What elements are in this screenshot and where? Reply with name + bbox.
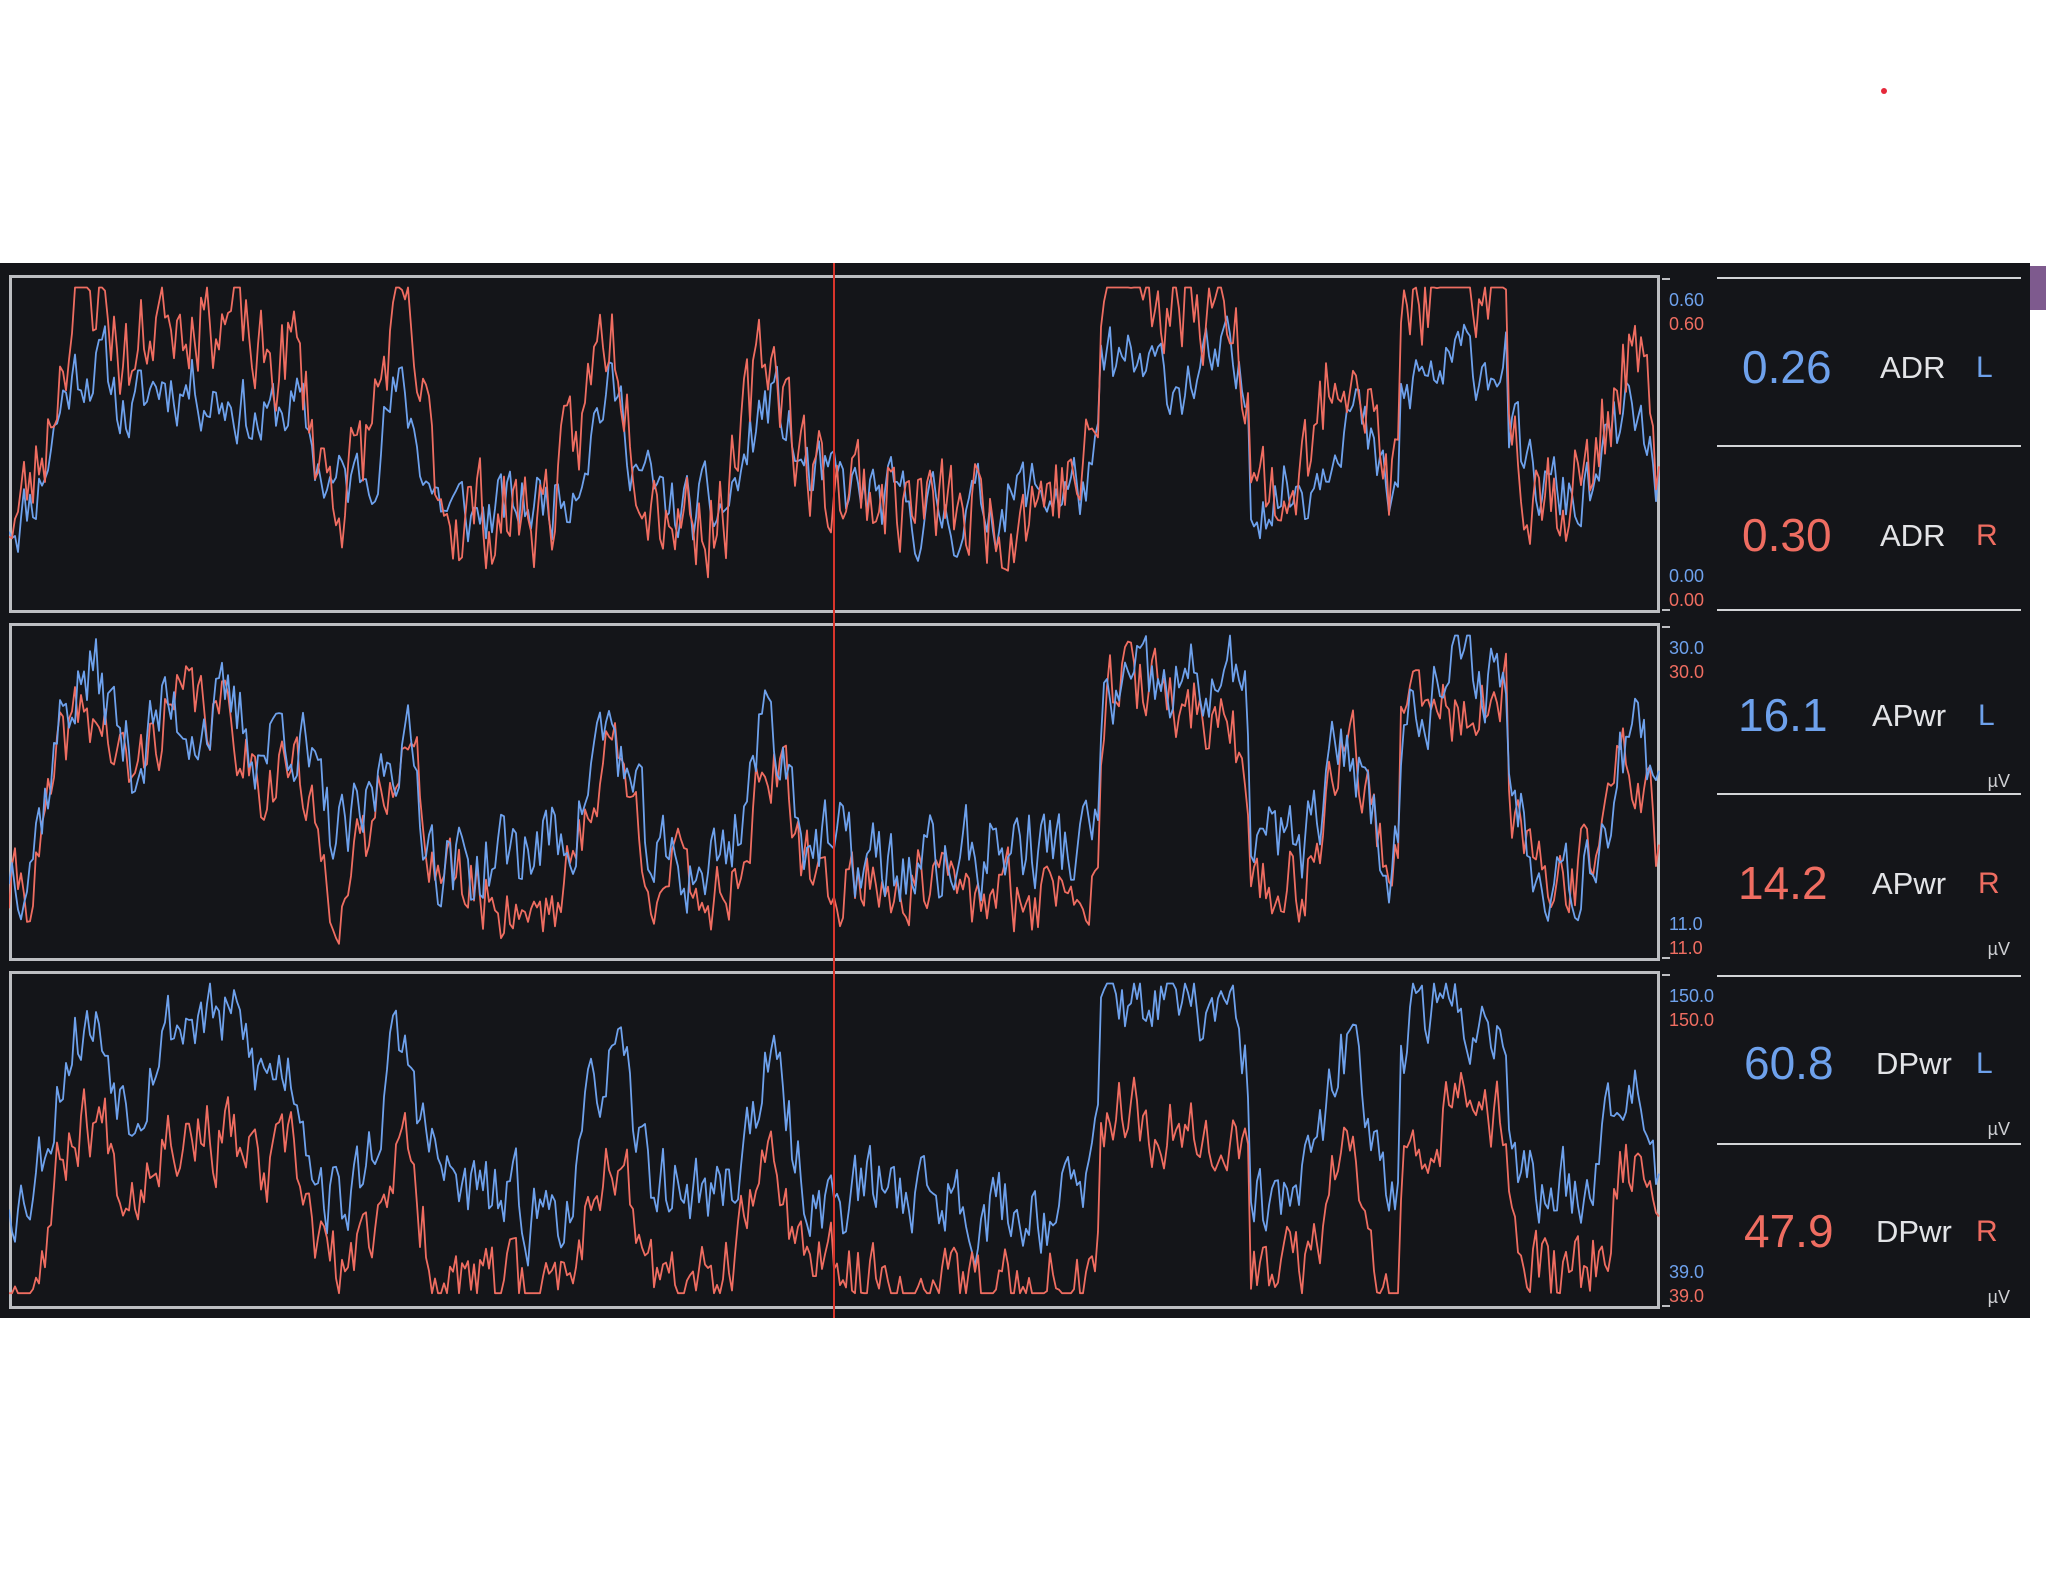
apwr-right-value: 14.2 <box>1738 857 1828 909</box>
dpwr-left-value: 60.8 <box>1744 1037 1834 1089</box>
scale-tick-top <box>1662 974 1670 976</box>
adr-left-value: 0.26 <box>1742 341 1832 393</box>
dpwr-left-metric[interactable]: 60.8 DPwr L µV <box>1718 975 2018 1143</box>
panel-apwr: 30.0 30.0 11.0 11.0 16.1 APwr L µV 14.2 … <box>0 623 2030 963</box>
apwr-divider-mid <box>1717 793 2021 795</box>
dpwr-scale-max-left: 150.0 <box>1669 986 1715 1006</box>
adr-divider-top <box>1717 277 2021 279</box>
adr-left-name: ADR <box>1880 350 1946 385</box>
side-panel-tab[interactable] <box>2030 266 2046 310</box>
adr-divider-bottom <box>1717 609 2021 611</box>
dpwr-scale-min-left: 39.0 <box>1669 1262 1705 1282</box>
adr-right-value: 0.30 <box>1742 509 1832 561</box>
scale-tick-top <box>1662 278 1670 280</box>
adr-right-name: ADR <box>1880 518 1946 553</box>
scale-tick-bottom <box>1662 1305 1670 1307</box>
apwr-right-metric[interactable]: 14.2 APwr R µV <box>1718 795 2018 963</box>
apwr-left-side: L <box>1978 699 1995 732</box>
adr-scale-max-left: 0.60 <box>1669 290 1705 310</box>
status-dot <box>1881 88 1887 94</box>
adr-right-metric[interactable]: 0.30 ADR R <box>1718 447 2018 615</box>
apwr-scale-max-right: 30.0 <box>1669 662 1705 682</box>
apwr-left-name: APwr <box>1872 698 1947 733</box>
dpwr-divider-mid <box>1717 1143 2021 1145</box>
dpwr-right-value: 47.9 <box>1744 1205 1834 1257</box>
scale-tick-bottom <box>1662 609 1670 611</box>
adr-right-side: R <box>1976 519 1998 552</box>
apwr-left-value: 16.1 <box>1738 689 1828 741</box>
dpwr-left-side: L <box>1976 1047 1993 1080</box>
apwr-right-side: R <box>1978 867 2000 900</box>
dpwr-right-name: DPwr <box>1876 1214 1952 1249</box>
dpwr-left-name: DPwr <box>1876 1046 1952 1081</box>
apwr-left-metric[interactable]: 16.1 APwr L µV <box>1718 627 2018 795</box>
dpwr-left-unit: µV <box>1987 1119 2010 1139</box>
apwr-scale-min-left: 11.0 <box>1669 914 1703 934</box>
trend-monitor: 0.60 0.60 0.00 0.00 0.26 ADR L 0.30 ADR … <box>0 263 2030 1318</box>
apwr-scale-min-right: 11.0 <box>1669 938 1703 958</box>
dpwr-scale-min-right: 39.0 <box>1669 1286 1705 1306</box>
apwr-scale-max-left: 30.0 <box>1669 638 1705 658</box>
dpwr-divider-top <box>1717 975 2021 977</box>
dpwr-right-side: R <box>1976 1215 1998 1248</box>
adr-left-side: L <box>1976 351 1993 384</box>
adr-left-metric[interactable]: 0.26 ADR L <box>1718 279 2018 447</box>
dpwr-scale-max-right: 150.0 <box>1669 1010 1715 1030</box>
dpwr-right-unit: µV <box>1987 1287 2010 1307</box>
time-cursor[interactable] <box>833 263 835 1318</box>
scale-tick-bottom <box>1662 957 1670 959</box>
apwr-right-name: APwr <box>1872 866 1947 901</box>
panel-dpwr: 150.0 150.0 39.0 39.0 60.8 DPwr L µV 47.… <box>0 971 2030 1311</box>
apwr-right-unit: µV <box>1987 939 2010 959</box>
dpwr-right-metric[interactable]: 47.9 DPwr R µV <box>1718 1143 2018 1311</box>
adr-scale-min-left: 0.00 <box>1669 566 1705 586</box>
scale-tick-top <box>1662 626 1670 628</box>
adr-scale-min-right: 0.00 <box>1669 590 1705 610</box>
adr-divider-mid <box>1717 445 2021 447</box>
adr-scale-max-right: 0.60 <box>1669 314 1705 334</box>
apwr-left-unit: µV <box>1987 771 2010 791</box>
panel-adr: 0.60 0.60 0.00 0.00 0.26 ADR L 0.30 ADR … <box>0 275 2030 615</box>
